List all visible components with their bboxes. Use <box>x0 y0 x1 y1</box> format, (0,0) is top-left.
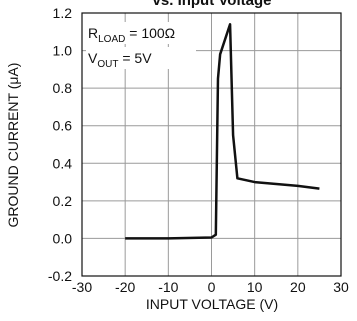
y-tick-label: 0.0 <box>53 230 73 246</box>
annotation-part: V <box>88 50 98 66</box>
y-tick-label: 0.6 <box>53 118 73 134</box>
chart-title: vs. Input Voltage <box>153 0 272 9</box>
annotation-bg <box>86 47 196 69</box>
y-tick-label: 0.8 <box>53 80 73 96</box>
annotation-part: = 100Ω <box>125 25 175 41</box>
x-tick-label: 20 <box>290 279 306 295</box>
y-tick-label: 1.2 <box>53 5 73 21</box>
x-tick-label: -30 <box>72 279 92 295</box>
x-axis-label: INPUT VOLTAGE (V) <box>146 296 278 312</box>
y-tick-label: 0.4 <box>53 155 73 171</box>
annotation: RLOAD = 100Ω <box>88 25 175 45</box>
annotation: VOUT = 5V <box>88 50 152 70</box>
y-axis-label: GROUND CURRENT (μA) <box>5 63 21 228</box>
y-tick-label: 0.2 <box>53 193 73 209</box>
line <box>125 23 320 240</box>
x-tick-label: -20 <box>115 279 135 295</box>
x-tick-label: -10 <box>158 279 178 295</box>
y-tick-label: -0.2 <box>48 268 72 284</box>
annotation-bg <box>86 22 196 44</box>
x-tick-label: 30 <box>333 279 349 295</box>
y-tick-label: 1.0 <box>53 43 73 59</box>
annotation-part: = 5V <box>118 50 152 66</box>
plot-frame <box>81 12 342 277</box>
x-tick-label: 0 <box>208 279 216 295</box>
x-tick-label: 10 <box>247 279 263 295</box>
annotation-part: LOAD <box>98 34 125 45</box>
annotation-part: OUT <box>97 59 118 70</box>
annotation-part: R <box>88 25 98 41</box>
